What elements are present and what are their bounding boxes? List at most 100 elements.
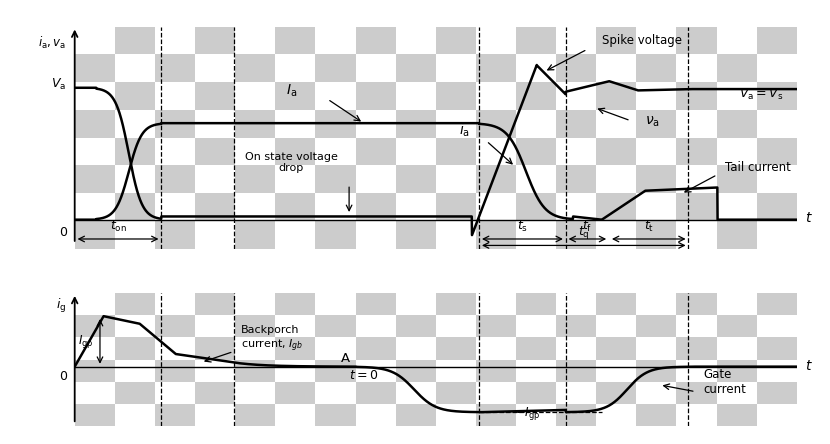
Text: Gate
current: Gate current [703,368,746,396]
Bar [155,360,195,382]
Bar [637,221,676,249]
Text: 0: 0 [60,370,67,383]
Text: $i_{\rm a}$: $i_{\rm a}$ [459,121,470,139]
Bar [516,382,556,404]
Bar [276,82,315,110]
Bar [75,110,115,138]
Bar [637,166,676,193]
Text: $t_{\rm q}$: $t_{\rm q}$ [578,224,589,241]
Bar [315,166,355,193]
Bar [436,138,476,166]
Bar [75,55,115,82]
Bar [556,315,596,337]
Bar [676,337,716,360]
Bar [276,337,315,360]
Bar [676,138,716,166]
Bar [757,337,797,360]
Bar [436,293,476,315]
Text: $\nu_{\rm a}$: $\nu_{\rm a}$ [645,115,660,129]
Bar [355,138,396,166]
Bar [637,315,676,337]
Bar [757,193,797,221]
Text: $V_{\rm a} = V_{\rm s}$: $V_{\rm a} = V_{\rm s}$ [739,87,784,103]
Bar [716,55,757,82]
Bar [596,337,637,360]
Bar [516,293,556,315]
Bar [355,193,396,221]
Bar [476,404,516,426]
Bar [195,82,235,110]
Bar [355,337,396,360]
Bar [195,138,235,166]
Bar [355,382,396,404]
Bar [396,360,436,382]
Bar [75,360,115,382]
Bar [596,293,637,315]
Bar [355,82,396,110]
Bar [716,110,757,138]
Bar [155,166,195,193]
Text: $t$: $t$ [805,211,813,225]
Bar [396,110,436,138]
Bar [516,337,556,360]
Bar [596,193,637,221]
Bar [315,55,355,82]
Bar [315,110,355,138]
Text: $i_{\rm g}$: $i_{\rm g}$ [56,297,66,314]
Bar [757,82,797,110]
Bar [436,27,476,55]
Bar [155,110,195,138]
Bar [396,221,436,249]
Bar [516,27,556,55]
Bar [716,315,757,337]
Bar [155,221,195,249]
Bar [676,82,716,110]
Text: $t$: $t$ [805,359,813,373]
Bar [716,360,757,382]
Text: $I_{\rm a}$: $I_{\rm a}$ [286,82,297,99]
Bar [476,360,516,382]
Bar [556,55,596,82]
Bar [596,382,637,404]
Bar [436,337,476,360]
Bar [556,404,596,426]
Bar [235,221,276,249]
Bar [476,110,516,138]
Bar [195,293,235,315]
Bar [276,193,315,221]
Bar [476,166,516,193]
Text: $t_{\rm s}$: $t_{\rm s}$ [517,219,528,234]
Bar [516,82,556,110]
Bar [315,404,355,426]
Text: Backporch
current, $I_{gb}$: Backporch current, $I_{gb}$ [241,325,303,354]
Bar [355,293,396,315]
Text: Spike voltage: Spike voltage [602,35,681,48]
Bar [115,82,155,110]
Bar [276,382,315,404]
Bar [235,315,276,337]
Bar [556,360,596,382]
Text: $t=0$: $t=0$ [349,369,378,382]
Bar [315,315,355,337]
Text: $t_{\rm on}$: $t_{\rm on}$ [110,219,126,234]
Text: Tail current: Tail current [725,162,790,174]
Bar [476,315,516,337]
Text: $t_{\rm f}$: $t_{\rm f}$ [583,219,593,234]
Text: $i_{\rm a},v_{\rm a}$: $i_{\rm a},v_{\rm a}$ [38,35,66,51]
Text: On state voltage
drop: On state voltage drop [245,152,338,174]
Bar [155,315,195,337]
Bar [195,27,235,55]
Bar [235,404,276,426]
Bar [716,221,757,249]
Bar [355,27,396,55]
Bar [757,138,797,166]
Bar [315,360,355,382]
Text: $t_{\rm t}$: $t_{\rm t}$ [644,219,654,234]
Bar [276,293,315,315]
Bar [75,315,115,337]
Bar [676,193,716,221]
Text: $V_{\rm a}$: $V_{\rm a}$ [51,77,66,92]
Bar [115,293,155,315]
Bar [396,315,436,337]
Bar [757,293,797,315]
